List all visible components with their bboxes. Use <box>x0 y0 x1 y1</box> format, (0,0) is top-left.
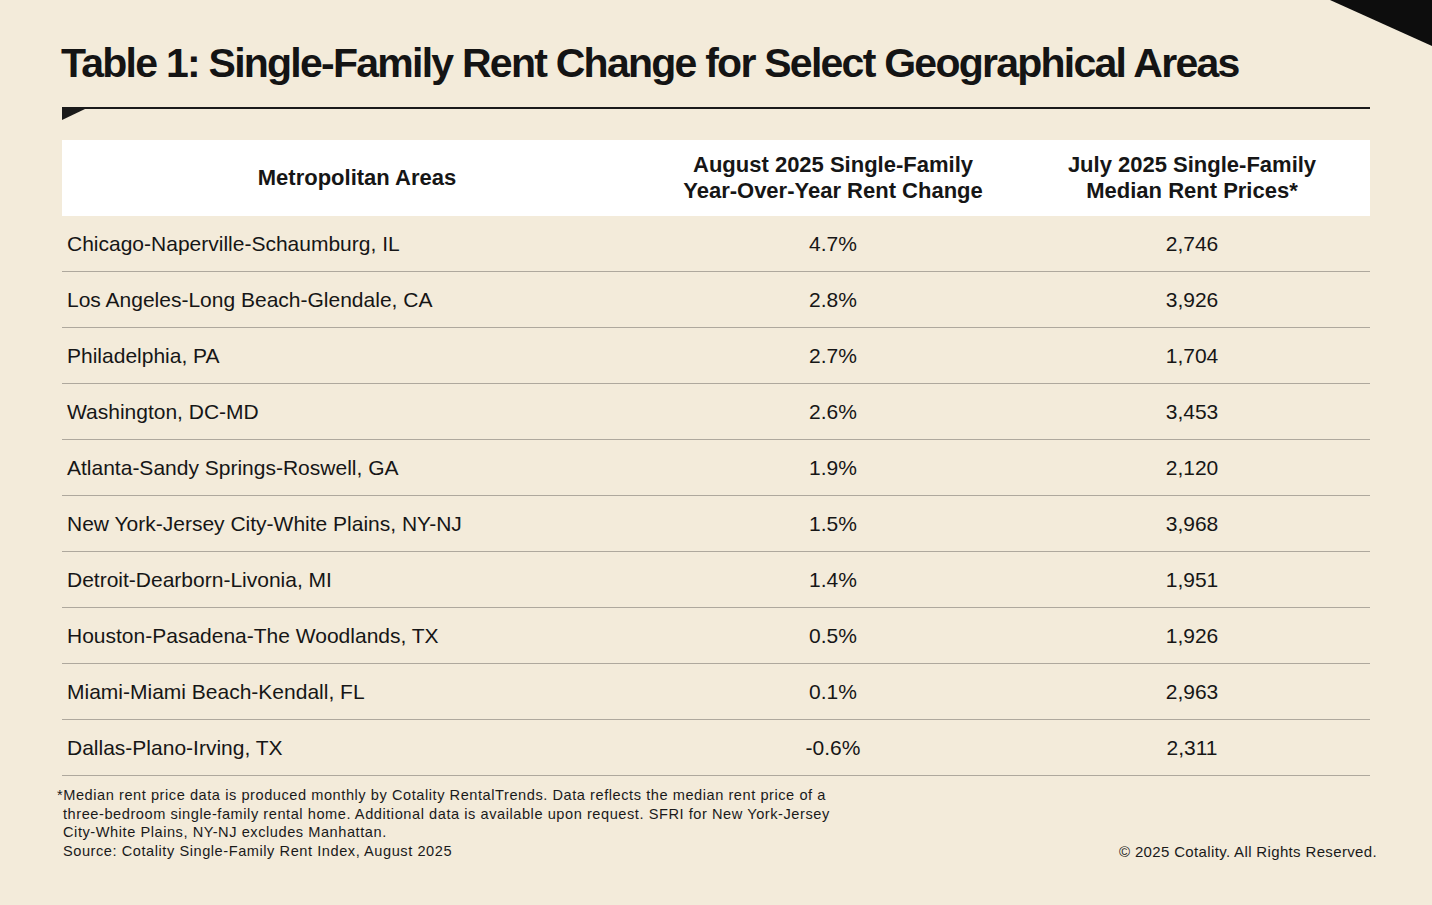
column-header-rent-change: August 2025 Single-Family Year-Over-Year… <box>652 152 1014 204</box>
median-rent-cell: 1,926 <box>1014 624 1370 648</box>
metro-area-cell: Detroit-Dearborn-Livonia, MI <box>62 568 652 592</box>
table-row: Detroit-Dearborn-Livonia, MI1.4%1,951 <box>62 552 1370 608</box>
rent-change-cell: 0.5% <box>652 624 1014 648</box>
column-header-metro-areas: Metropolitan Areas <box>62 165 652 191</box>
source-line: Source: Cotality Single-Family Rent Inde… <box>63 842 830 861</box>
median-rent-cell: 2,120 <box>1014 456 1370 480</box>
table-row: Atlanta-Sandy Springs-Roswell, GA1.9%2,1… <box>62 440 1370 496</box>
median-rent-cell: 1,951 <box>1014 568 1370 592</box>
table-row: New York-Jersey City-White Plains, NY-NJ… <box>62 496 1370 552</box>
metro-area-cell: Atlanta-Sandy Springs-Roswell, GA <box>62 456 652 480</box>
table-row: Miami-Miami Beach-Kendall, FL0.1%2,963 <box>62 664 1370 720</box>
rent-change-cell: -0.6% <box>652 736 1014 760</box>
metro-area-cell: Chicago-Naperville-Schaumburg, IL <box>62 232 652 256</box>
footnote-line: City-White Plains, NY-NJ excludes Manhat… <box>63 823 830 842</box>
table-row: Washington, DC-MD2.6%3,453 <box>62 384 1370 440</box>
median-rent-cell: 2,963 <box>1014 680 1370 704</box>
median-rent-cell: 2,311 <box>1014 736 1370 760</box>
metro-area-cell: Houston-Pasadena-The Woodlands, TX <box>62 624 652 648</box>
rent-change-cell: 2.8% <box>652 288 1014 312</box>
footnote-block: *Median rent price data is produced mont… <box>63 786 830 860</box>
median-rent-cell: 3,453 <box>1014 400 1370 424</box>
rent-change-cell: 2.7% <box>652 344 1014 368</box>
median-rent-cell: 2,746 <box>1014 232 1370 256</box>
report-page: Table 1: Single-Family Rent Change for S… <box>0 0 1432 905</box>
rent-change-cell: 2.6% <box>652 400 1014 424</box>
metro-area-cell: Dallas-Plano-Irving, TX <box>62 736 652 760</box>
table-row: Houston-Pasadena-The Woodlands, TX0.5%1,… <box>62 608 1370 664</box>
table-row: Los Angeles-Long Beach-Glendale, CA2.8%3… <box>62 272 1370 328</box>
metro-area-cell: Washington, DC-MD <box>62 400 652 424</box>
median-rent-cell: 3,926 <box>1014 288 1370 312</box>
title-rule <box>62 107 1370 109</box>
title-rule-pennant-icon <box>62 109 85 120</box>
rent-change-cell: 1.9% <box>652 456 1014 480</box>
table-row: Chicago-Naperville-Schaumburg, IL4.7%2,7… <box>62 216 1370 272</box>
footnote-line: three-bedroom single-family rental home.… <box>63 805 830 824</box>
rent-change-cell: 1.4% <box>652 568 1014 592</box>
corner-accent-triangle <box>1330 0 1432 46</box>
copyright-text: © 2025 Cotality. All Rights Reserved. <box>1119 843 1377 860</box>
rent-change-cell: 4.7% <box>652 232 1014 256</box>
metro-area-cell: New York-Jersey City-White Plains, NY-NJ <box>62 512 652 536</box>
median-rent-cell: 3,968 <box>1014 512 1370 536</box>
column-header-median-rent: July 2025 Single-Family Median Rent Pric… <box>1014 152 1370 204</box>
table-header-row: Metropolitan Areas August 2025 Single-Fa… <box>62 140 1370 216</box>
metro-area-cell: Miami-Miami Beach-Kendall, FL <box>62 680 652 704</box>
table-body: Chicago-Naperville-Schaumburg, IL4.7%2,7… <box>62 216 1370 776</box>
rent-table: Metropolitan Areas August 2025 Single-Fa… <box>62 140 1370 776</box>
metro-area-cell: Philadelphia, PA <box>62 344 652 368</box>
rent-change-cell: 1.5% <box>652 512 1014 536</box>
footnote-line: *Median rent price data is produced mont… <box>57 786 830 805</box>
median-rent-cell: 1,704 <box>1014 344 1370 368</box>
page-title: Table 1: Single-Family Rent Change for S… <box>61 43 1239 84</box>
rent-change-cell: 0.1% <box>652 680 1014 704</box>
table-row: Philadelphia, PA2.7%1,704 <box>62 328 1370 384</box>
metro-area-cell: Los Angeles-Long Beach-Glendale, CA <box>62 288 652 312</box>
table-row: Dallas-Plano-Irving, TX-0.6%2,311 <box>62 720 1370 776</box>
